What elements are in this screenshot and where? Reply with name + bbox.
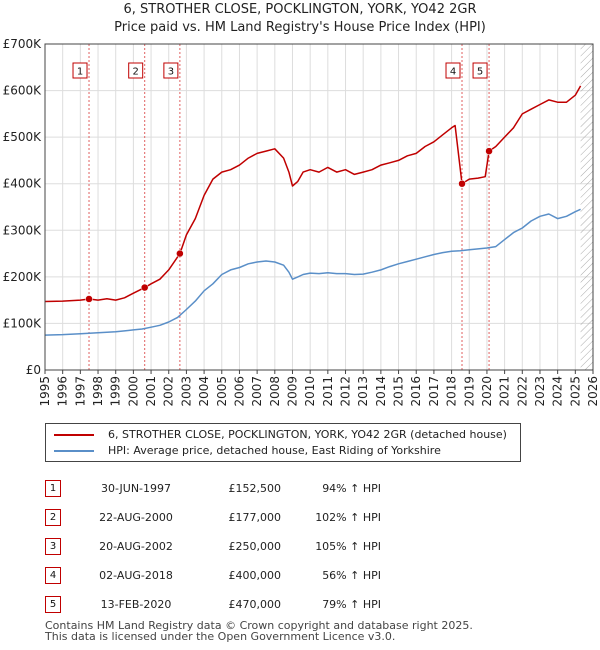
x-tick-label: 1999 — [109, 376, 123, 407]
hpi-series-line — [45, 208, 581, 336]
chart-title: 6, STROTHER CLOSE, POCKLINGTON, YORK, YO… — [123, 2, 477, 17]
sale-price: £400,000 — [228, 569, 282, 582]
legend-label-price: 6, STROTHER CLOSE, POCKLINGTON, YORK, YO… — [108, 428, 507, 441]
sale-point — [176, 249, 184, 258]
sale-hpi: 94% ↑ HPI — [322, 482, 381, 495]
x-tick-label: 1996 — [56, 376, 70, 407]
sale-hpi: 56% ↑ HPI — [322, 569, 381, 582]
sale-label-text: 3 — [168, 67, 174, 78]
x-tick-label: 2010 — [303, 376, 317, 407]
sale-label-box — [163, 62, 179, 79]
price-series-line — [45, 85, 582, 303]
x-tick-label: 2008 — [268, 376, 282, 407]
sale-number: 3 — [45, 538, 61, 555]
legend-swatch-hpi — [54, 450, 94, 452]
y-tick-label: £600K — [3, 84, 43, 98]
y-tick-label: £500K — [3, 130, 43, 144]
sale-date: 13-FEB-2020 — [100, 598, 172, 611]
table-row: 1 30-JUN-1997 £152,500 94% ↑ HPI — [45, 474, 381, 503]
x-tick-label: 2017 — [427, 376, 441, 407]
x-tick-label: 2000 — [126, 376, 140, 407]
x-tick-label: 2020 — [480, 376, 494, 407]
x-tick-label: 2019 — [462, 376, 476, 407]
x-tick-label: 2023 — [533, 376, 547, 407]
legend: 6, STROTHER CLOSE, POCKLINGTON, YORK, YO… — [45, 423, 521, 462]
legend-swatch-price — [54, 434, 94, 436]
y-tick-label: £200K — [3, 270, 43, 284]
x-tick-label: 2004 — [197, 376, 211, 407]
sale-price: £470,000 — [228, 598, 282, 611]
license-text: This data is licensed under the Open Gov… — [45, 630, 396, 643]
sale-price: £177,000 — [228, 511, 282, 524]
table-row: 4 02-AUG-2018 £400,000 56% ↑ HPI — [45, 561, 381, 590]
sale-hpi: 102% ↑ HPI — [315, 511, 381, 524]
sale-label-box — [128, 62, 144, 79]
x-tick-label: 2003 — [179, 376, 193, 407]
x-tick-label: 1998 — [91, 376, 105, 407]
sale-price: £250,000 — [228, 540, 282, 553]
x-tick-label: 2016 — [409, 376, 423, 407]
sale-number: 2 — [45, 509, 61, 526]
x-tick-label: 2025 — [568, 376, 582, 407]
x-tick-label: 2022 — [515, 376, 529, 407]
x-tick-label: 1997 — [73, 376, 87, 407]
price-chart: 1 2 3 4 5 £0 £100K £200K £300K £400K £500K £600K £7… — [3, 37, 600, 407]
y-tick-label: £400K — [3, 177, 43, 191]
table-row: 3 20-AUG-2002 £250,000 105% ↑ HPI — [45, 532, 381, 561]
transactions-table: 1 30-JUN-1997 £152,500 94% ↑ HPI 2 22-AU… — [45, 474, 381, 619]
y-tick-label: £0 — [26, 363, 41, 377]
footer: Contains HM Land Registry data © Crown c… — [45, 620, 473, 642]
copyright-text: Contains HM Land Registry data © Crown c… — [45, 619, 473, 632]
x-tick-label: 2002 — [162, 376, 176, 407]
x-tick-label: 1995 — [38, 376, 52, 407]
table-row: 5 13-FEB-2020 £470,000 79% ↑ HPI — [45, 590, 381, 619]
y-tick-label: £700K — [3, 37, 43, 51]
x-tick-label: 2006 — [232, 376, 246, 407]
sale-label-box — [445, 62, 461, 79]
sale-number: 5 — [45, 596, 61, 613]
x-tick-label: 2018 — [445, 376, 459, 407]
projection-hatch — [580, 44, 593, 370]
sale-number: 4 — [45, 567, 61, 584]
sale-date: 22-AUG-2000 — [99, 511, 173, 524]
sale-point — [485, 147, 493, 155]
table-row: 2 22-AUG-2000 £177,000 102% ↑ HPI — [45, 503, 381, 532]
x-tick-label: 2009 — [285, 376, 299, 407]
sale-label-text: 5 — [477, 67, 483, 78]
sale-date: 30-JUN-1997 — [100, 482, 172, 495]
sale-point — [140, 283, 149, 292]
sale-price: £152,500 — [228, 482, 282, 495]
x-tick-label: 2026 — [586, 376, 600, 407]
chart-subtitle: Price paid vs. HM Land Registry's House … — [114, 20, 486, 35]
legend-label-hpi: HPI: Average price, detached house, East… — [108, 444, 441, 457]
sale-hpi: 79% ↑ HPI — [322, 598, 381, 611]
x-tick-label: 2024 — [551, 376, 565, 407]
x-tick-label: 2007 — [250, 376, 264, 407]
x-tick-label: 2014 — [374, 376, 388, 407]
sale-label-text: 2 — [133, 67, 139, 78]
sale-label-box — [72, 62, 88, 79]
sale-hpi: 105% ↑ HPI — [315, 540, 381, 553]
plot-frame — [44, 43, 594, 371]
sale-label-box — [472, 62, 488, 79]
sale-label-text: 1 — [77, 67, 83, 78]
x-tick-label: 2021 — [498, 376, 512, 407]
x-tick-label: 2015 — [392, 376, 406, 407]
x-tick-label: 2011 — [321, 376, 335, 407]
sale-number: 1 — [45, 480, 61, 497]
y-tick-label: £100K — [3, 316, 43, 330]
sale-point — [458, 179, 466, 188]
x-tick-label: 2013 — [356, 376, 370, 407]
sale-date: 02-AUG-2018 — [99, 569, 173, 582]
sale-point — [85, 295, 93, 303]
sale-date: 20-AUG-2002 — [99, 540, 173, 553]
x-tick-label: 2001 — [144, 376, 158, 407]
sale-label-text: 4 — [450, 67, 456, 78]
x-tick-label: 2005 — [215, 376, 229, 407]
y-tick-label: £300K — [3, 223, 43, 237]
x-tick-label: 2012 — [339, 376, 353, 407]
